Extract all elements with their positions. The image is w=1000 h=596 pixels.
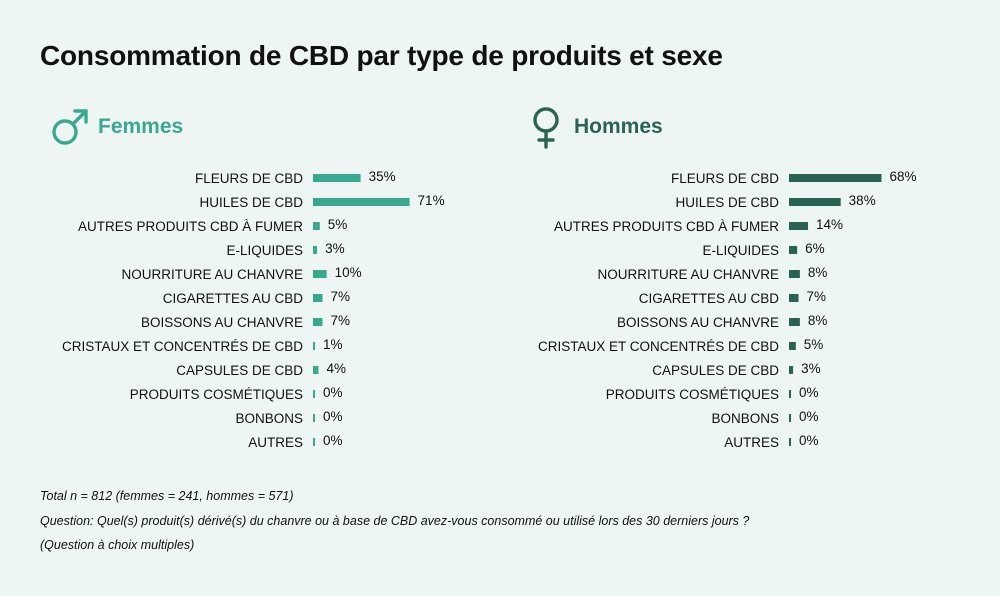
value-label-femmes: 71% xyxy=(418,193,445,208)
footnote-note: (Question à choix multiples) xyxy=(40,538,195,552)
series-title-hommes: Hommes xyxy=(574,115,663,138)
value-label-hommes: 5% xyxy=(804,337,824,352)
category-label-femmes: CIGARETTES AU CBD xyxy=(163,291,304,306)
value-label-hommes: 8% xyxy=(808,313,828,328)
category-label-femmes: NOURRITURE AU CHANVRE xyxy=(121,267,303,282)
bar-hommes xyxy=(789,390,791,398)
venus-symbol-icon xyxy=(533,107,559,149)
bar-hommes xyxy=(789,222,809,230)
value-label-hommes: 68% xyxy=(889,169,916,184)
category-label-femmes: AUTRES xyxy=(248,435,303,450)
category-label-femmes: BOISSONS AU CHANVRE xyxy=(141,315,303,330)
category-label-hommes: PRODUITS COSMÉTIQUES xyxy=(606,387,779,402)
chart-panel-femmes: Femmes FLEURS DE CBD 35% HUILES DE CBD 71% A… xyxy=(0,100,470,460)
bar-femmes xyxy=(313,294,323,302)
value-label-femmes: 10% xyxy=(335,265,362,280)
bar-femmes xyxy=(313,318,323,326)
category-label-hommes: CAPSULES DE CBD xyxy=(652,363,779,378)
bar-hommes xyxy=(789,246,798,254)
value-label-hommes: 6% xyxy=(805,241,825,256)
chart-panel-hommes: Hommes FLEURS DE CBD 68% HUILES DE CBD 38% A… xyxy=(476,100,946,460)
bar-femmes xyxy=(313,390,315,398)
category-label-femmes: CRISTAUX ET CONCENTRÉS DE CBD xyxy=(62,339,303,354)
bar-hommes xyxy=(789,174,882,182)
bar-hommes xyxy=(789,366,794,374)
value-label-hommes: 7% xyxy=(807,289,827,304)
footnote-total: Total n = 812 (femmes = 241, hommes = 57… xyxy=(40,489,294,503)
panel-header-femmes: Femmes xyxy=(48,105,183,149)
category-label-femmes: BONBONS xyxy=(235,411,303,426)
value-label-hommes: 3% xyxy=(801,361,821,376)
category-label-hommes: AUTRES xyxy=(724,435,779,450)
value-label-femmes: 0% xyxy=(323,409,343,424)
page-title: Consommation de CBD par type de produits… xyxy=(40,40,723,71)
value-label-femmes: 7% xyxy=(331,289,351,304)
bar-femmes xyxy=(313,222,320,230)
value-label-femmes: 0% xyxy=(323,385,343,400)
category-label-femmes: AUTRES PRODUITS CBD À FUMER xyxy=(78,219,303,234)
value-label-hommes: 14% xyxy=(816,217,843,232)
value-label-femmes: 0% xyxy=(323,433,343,448)
category-label-hommes: E-LIQUIDES xyxy=(702,243,779,258)
category-label-hommes: HUILES DE CBD xyxy=(675,195,779,210)
series-title-femmes: Femmes xyxy=(98,115,184,138)
bar-hommes xyxy=(789,318,800,326)
category-label-hommes: BOISSONS AU CHANVRE xyxy=(617,315,779,330)
bar-femmes xyxy=(313,198,410,206)
value-label-femmes: 5% xyxy=(328,217,348,232)
bar-femmes xyxy=(313,270,327,278)
category-label-femmes: FLEURS DE CBD xyxy=(195,171,303,186)
value-label-hommes: 38% xyxy=(849,193,876,208)
bar-hommes xyxy=(789,270,800,278)
bar-femmes xyxy=(313,174,361,182)
bar-femmes xyxy=(313,366,319,374)
bar-hommes xyxy=(789,198,841,206)
bar-femmes xyxy=(313,414,315,422)
mars-symbol-icon xyxy=(52,109,88,145)
value-label-femmes: 7% xyxy=(331,313,351,328)
category-label-femmes: CAPSULES DE CBD xyxy=(176,363,303,378)
footnote-question: Question: Quel(s) produit(s) dérivé(s) d… xyxy=(40,514,750,528)
value-label-hommes: 0% xyxy=(799,385,819,400)
bar-femmes xyxy=(313,438,315,446)
bar-hommes xyxy=(789,438,791,446)
value-label-hommes: 8% xyxy=(808,265,828,280)
value-label-femmes: 4% xyxy=(326,361,346,376)
bar-hommes xyxy=(789,342,796,350)
value-label-hommes: 0% xyxy=(799,409,819,424)
bar-chart-hommes: FLEURS DE CBD 68% HUILES DE CBD 38% AUTRES P… xyxy=(538,169,917,450)
category-label-femmes: HUILES DE CBD xyxy=(199,195,303,210)
value-label-femmes: 35% xyxy=(369,169,396,184)
panel-header-hommes: Hommes xyxy=(524,105,663,149)
category-label-hommes: BONBONS xyxy=(711,411,779,426)
category-label-hommes: AUTRES PRODUITS CBD À FUMER xyxy=(554,219,779,234)
category-label-hommes: FLEURS DE CBD xyxy=(671,171,779,186)
category-label-femmes: E-LIQUIDES xyxy=(226,243,303,258)
bar-hommes xyxy=(789,414,791,422)
value-label-femmes: 3% xyxy=(325,241,345,256)
bar-femmes xyxy=(313,246,318,254)
bar-hommes xyxy=(789,294,799,302)
category-label-hommes: NOURRITURE AU CHANVRE xyxy=(597,267,779,282)
bar-chart-femmes: FLEURS DE CBD 35% HUILES DE CBD 71% AUTRES P… xyxy=(62,169,445,450)
category-label-femmes: PRODUITS COSMÉTIQUES xyxy=(130,387,303,402)
bar-femmes xyxy=(313,342,315,350)
value-label-hommes: 0% xyxy=(799,433,819,448)
value-label-femmes: 1% xyxy=(323,337,343,352)
category-label-hommes: CIGARETTES AU CBD xyxy=(639,291,780,306)
category-label-hommes: CRISTAUX ET CONCENTRÉS DE CBD xyxy=(538,339,779,354)
